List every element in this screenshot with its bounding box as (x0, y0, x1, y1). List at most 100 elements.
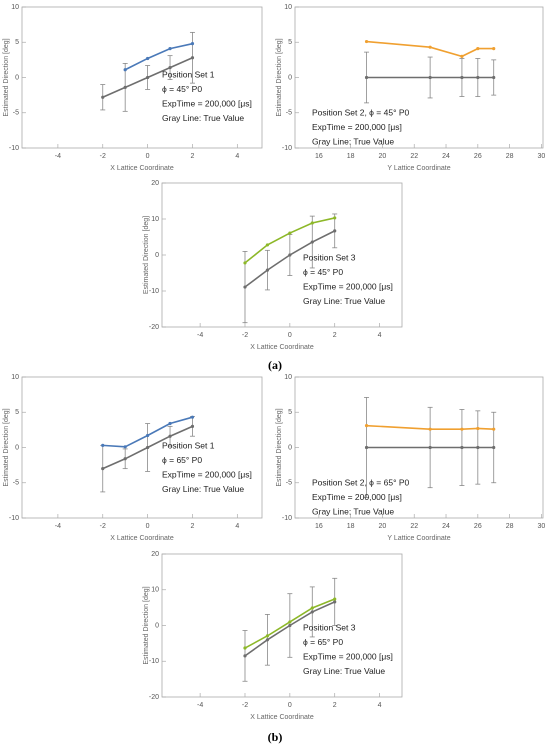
data-point (460, 75, 464, 80)
data-point (428, 75, 432, 80)
panel-label: (a) (268, 358, 282, 372)
data-point (243, 285, 247, 289)
y-axis-label: Estimated Direction [deg] (276, 408, 283, 486)
x-tick-label: 28 (506, 153, 514, 160)
y-tick-label: 0 (155, 252, 159, 259)
y-tick-label: 20 (151, 180, 159, 187)
x-tick-label: 20 (379, 153, 387, 160)
data-point (492, 46, 496, 51)
data-point (364, 75, 369, 80)
x-axis-label: X Lattice Coordinate (110, 535, 174, 542)
x-tick-label: 2 (191, 153, 195, 160)
x-tick-label: 2 (333, 332, 337, 339)
y-tick-label: 0 (15, 74, 19, 81)
y-tick-label: 10 (11, 374, 19, 381)
data-point (101, 467, 105, 471)
y-tick-label: 10 (284, 4, 292, 11)
data-point (265, 634, 270, 638)
data-point (168, 421, 172, 426)
data-point (333, 597, 337, 601)
data-point (492, 75, 496, 80)
data-point (460, 445, 464, 450)
annotation: ϕ = 45° P0 (162, 84, 202, 94)
annotation: ExpTime = 200,000 [μs] (303, 651, 393, 661)
data-point (476, 75, 480, 80)
annotation: Position Set 3 (303, 622, 356, 632)
data-point (364, 445, 369, 450)
data-point (265, 268, 270, 272)
y-tick-label: 10 (11, 4, 19, 11)
x-tick-label: 18 (347, 153, 355, 160)
y-tick-label: 0 (288, 444, 292, 451)
annotation: Position Set 2, ϕ = 65° P0 (312, 477, 410, 487)
data-point (333, 229, 337, 233)
annotation: ϕ = 65° P0 (162, 455, 202, 465)
data-point (168, 434, 172, 438)
data-point (310, 610, 314, 614)
data-point (333, 216, 337, 220)
y-axis-label: Estimated Direction [deg] (276, 38, 283, 116)
data-point (288, 253, 292, 257)
y-tick-label: 10 (151, 216, 159, 223)
annotation: Gray Line: True Value (312, 506, 394, 516)
y-tick-label: -10 (282, 145, 292, 152)
annotation: ϕ = 65° P0 (303, 637, 343, 647)
x-tick-label: 4 (378, 702, 382, 709)
data-point (101, 443, 105, 447)
y-tick-label: 5 (288, 409, 292, 416)
annotation: Gray Line: True Value (162, 484, 244, 494)
x-tick-label: 28 (506, 523, 514, 530)
annotation: ExpTime = 200,000 [μs] (312, 492, 402, 502)
x-tick-label: 30 (538, 523, 546, 530)
x-tick-label: 2 (191, 523, 195, 530)
x-axis-label: X Lattice Coordinate (250, 344, 314, 351)
annotation: Position Set 2, ϕ = 45° P0 (312, 107, 410, 117)
x-axis-label: X Lattice Coordinate (110, 165, 174, 172)
plot-frame (21, 6, 263, 149)
plot-frame (21, 376, 263, 519)
data-point (476, 46, 480, 51)
data-point (146, 445, 150, 450)
data-point (168, 46, 172, 51)
x-tick-label: 0 (146, 523, 150, 530)
data-point (428, 427, 432, 431)
x-tick-label: 20 (379, 523, 387, 530)
data-point (123, 457, 127, 461)
y-tick-label: -5 (13, 480, 19, 487)
x-axis-label: Y Lattice Coordinate (387, 535, 450, 542)
data-point (243, 646, 247, 650)
y-tick-label: -5 (286, 110, 292, 117)
data-point (428, 45, 432, 49)
y-tick-label: 10 (151, 587, 159, 594)
x-tick-label: -4 (55, 153, 61, 160)
data-point (190, 42, 195, 46)
data-point (243, 261, 247, 265)
y-axis-label: Estimated Direction [deg] (3, 408, 10, 486)
y-tick-label: -5 (13, 110, 19, 117)
data-point (190, 56, 195, 60)
data-point (310, 606, 314, 610)
annotation: ExpTime = 200,000 [μs] (312, 122, 402, 132)
y-tick-label: -10 (9, 145, 19, 152)
annotation: Gray Line: True Value (162, 113, 244, 123)
y-axis-label: Estimated Direction [deg] (143, 216, 150, 294)
y-tick-label: 0 (288, 74, 292, 81)
data-point (476, 426, 480, 431)
annotation: Position Set 3 (303, 252, 356, 262)
y-tick-label: -10 (149, 288, 159, 295)
data-point (265, 638, 270, 642)
annotation: Gray Line: True Value (303, 666, 385, 676)
y-tick-label: 10 (284, 374, 292, 381)
y-tick-label: 5 (288, 39, 292, 46)
data-point (333, 600, 337, 604)
x-tick-label: -4 (197, 702, 203, 709)
y-axis-label: Estimated Direction [deg] (143, 586, 150, 664)
data-point (460, 427, 464, 431)
y-tick-label: -5 (286, 480, 292, 487)
data-point (460, 54, 464, 58)
data-point (265, 243, 270, 247)
y-tick-label: -10 (282, 515, 292, 522)
x-axis-label: Y Lattice Coordinate (387, 165, 450, 172)
x-tick-label: -4 (55, 523, 61, 530)
